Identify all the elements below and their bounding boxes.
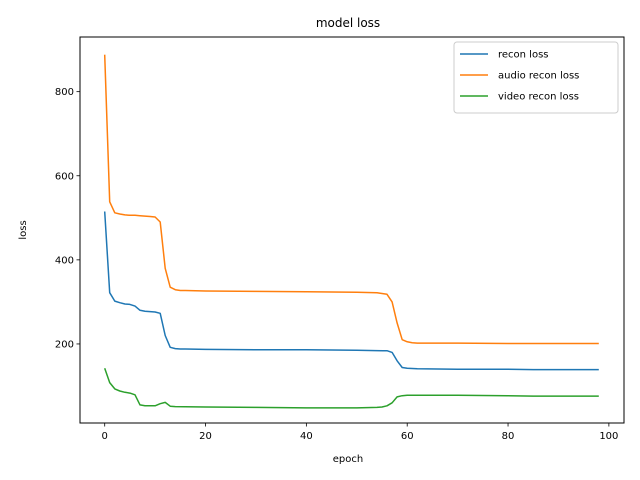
y-axis-label: loss	[18, 220, 29, 239]
x-tick-label: 80	[502, 431, 515, 442]
legend-entry-1: audio recon loss	[498, 71, 579, 82]
x-tick-label: 100	[599, 431, 618, 442]
y-tick-label: 800	[55, 87, 74, 98]
axes-frame	[79, 36, 625, 424]
chart-title: model loss	[316, 16, 380, 30]
legend-entry-2: video recon loss	[498, 92, 579, 103]
x-axis: 0 20 40 60 80 100	[102, 423, 618, 442]
x-tick-label: 20	[199, 431, 212, 442]
legend-box	[453, 41, 619, 114]
series-line-2	[103, 368, 599, 409]
series-line-1	[103, 54, 599, 345]
x-tick-label: 60	[401, 431, 414, 442]
legend-entry-0: recon loss	[498, 50, 549, 61]
plot-area	[103, 54, 599, 409]
y-tick-label: 600	[55, 171, 74, 182]
x-tick-label: 40	[300, 431, 313, 442]
series-line-0	[103, 211, 599, 371]
y-tick-label: 400	[55, 255, 74, 266]
legend: recon loss audio recon loss video recon lo…	[453, 41, 619, 114]
x-tick-label: 0	[102, 431, 108, 442]
y-axis: 200 400 600 800	[55, 87, 80, 350]
y-tick-label: 200	[55, 339, 74, 350]
x-axis-label: epoch	[333, 454, 363, 465]
